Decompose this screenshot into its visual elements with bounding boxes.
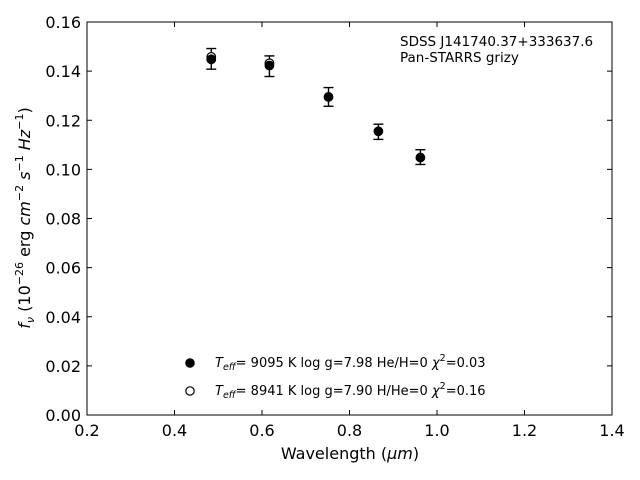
error-bars [206, 47, 426, 166]
y-tick-label: 0.08 [45, 210, 81, 229]
data-point-filled [206, 54, 217, 65]
x-tick-label: 1.2 [512, 421, 537, 440]
y-tick-label: 0.12 [45, 111, 81, 130]
x-axis-label: Wavelength (μm) [281, 444, 419, 463]
x-tick-label: 0.6 [249, 421, 274, 440]
annotation-survey: Pan-STARRS grizy [400, 50, 519, 66]
legend-entry-1: Teff= 9095 K log g=7.98 He/H=0 χ2=0.03 [215, 353, 486, 373]
legend-marker-filled [185, 358, 195, 368]
legend-marker-open [185, 386, 195, 396]
data-points [206, 51, 426, 163]
y-tick-label: 0.14 [45, 62, 81, 81]
x-tick-label: 0.2 [74, 421, 99, 440]
data-point-filled [264, 60, 275, 71]
x-axis-ticks: 0.2 0.4 0.6 0.8 1.0 1.2 1.4 [74, 22, 625, 440]
y-tick-label: 0.02 [45, 357, 81, 376]
y-tick-label: 0.16 [45, 13, 81, 32]
y-tick-label: 0.00 [45, 406, 81, 425]
legend: Teff= 9095 K log g=7.98 He/H=0 χ2=0.03 T… [185, 353, 486, 401]
x-tick-label: 1.0 [424, 421, 449, 440]
data-point-filled [373, 126, 384, 137]
y-axis-ticks: 0.00 0.02 0.04 0.06 0.08 0.10 0.12 0.14 0.16 [45, 13, 612, 425]
y-tick-label: 0.04 [45, 308, 81, 327]
x-tick-label: 0.4 [162, 421, 187, 440]
legend-entry-2: Teff= 8941 K log g=7.90 H/He=0 χ2=0.16 [215, 381, 486, 401]
x-tick-label: 1.4 [599, 421, 624, 440]
x-tick-label: 0.8 [337, 421, 362, 440]
data-point-filled [415, 152, 426, 163]
data-point-filled [323, 92, 334, 102]
y-axis-label: fν (10−26 erg cm−2 s−1 Hz−1) [13, 107, 37, 328]
annotation-object-name: SDSS J141740.37+333637.6 [400, 34, 593, 50]
y-tick-label: 0.10 [45, 160, 81, 179]
y-tick-label: 0.06 [45, 259, 81, 278]
